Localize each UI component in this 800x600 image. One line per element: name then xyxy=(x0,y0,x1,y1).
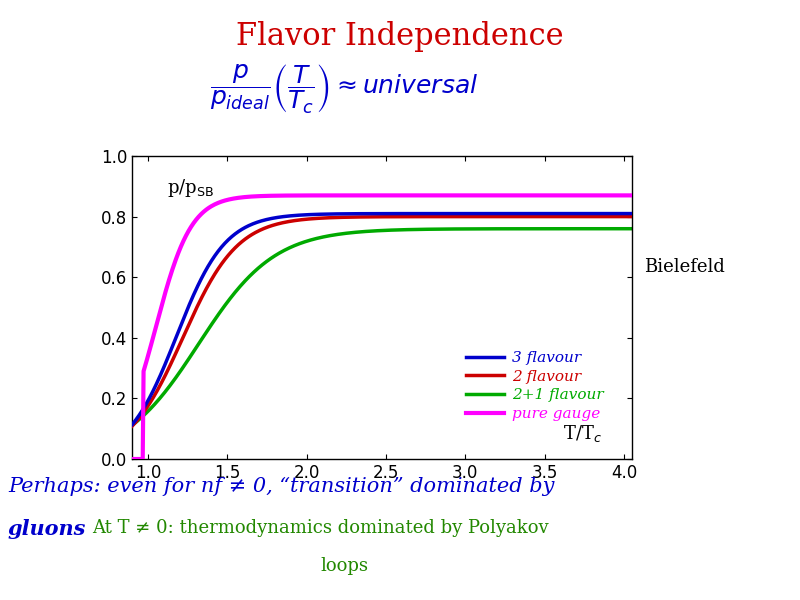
Text: T/T$_c$: T/T$_c$ xyxy=(563,423,602,444)
Text: Perhaps: even for nf ≠ 0, “transition” dominated by: Perhaps: even for nf ≠ 0, “transition” d… xyxy=(8,477,554,496)
Text: At T ≠ 0: thermodynamics dominated by Polyakov: At T ≠ 0: thermodynamics dominated by Po… xyxy=(92,519,549,537)
Text: Bielefeld: Bielefeld xyxy=(644,258,725,276)
Text: p/p$_{\rm SB}$: p/p$_{\rm SB}$ xyxy=(167,177,214,199)
Text: Flavor Independence: Flavor Independence xyxy=(236,21,564,52)
Text: $\dfrac{p}{p_{ideal}} \left(\dfrac{T}{T_c}\right) \approx \mathit{universal}$: $\dfrac{p}{p_{ideal}} \left(\dfrac{T}{T_… xyxy=(210,63,478,116)
Text: loops: loops xyxy=(320,557,368,575)
Text: gluons: gluons xyxy=(8,519,86,539)
Legend: 3 flavour, 2 flavour, 2+1 flavour, pure gauge: 3 flavour, 2 flavour, 2+1 flavour, pure … xyxy=(460,345,610,427)
